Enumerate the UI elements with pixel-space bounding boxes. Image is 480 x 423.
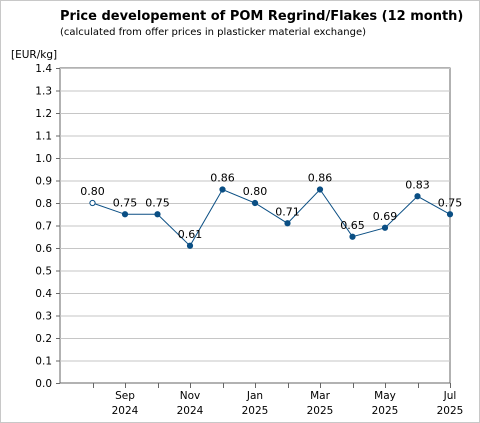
data-label: 0.75 [438,196,463,209]
data-point [284,220,291,227]
data-label: 0.80 [243,185,268,198]
data-label: 0.71 [275,205,300,218]
data-point [446,211,454,218]
data-point [121,211,129,218]
y-tick-label: 0.0 [35,378,52,390]
x-tick-label-year: 2024 [177,405,204,417]
x-tick-label-month: May [374,390,396,402]
data-point [349,233,356,240]
data-point [251,199,259,207]
data-point [316,186,324,193]
x-tick-label-year: 2025 [307,405,334,417]
y-tick-label: 1.1 [35,131,52,143]
data-label: 0.61 [178,228,203,241]
y-tick-label: 0.6 [35,243,52,255]
chart-subtitle: (calculated from offer prices in plastic… [60,27,366,38]
x-tick-label-month: Mar [310,390,330,402]
data-label: 0.86 [210,172,235,185]
data-point [89,199,96,207]
data-point [219,186,226,193]
x-tick-label-year: 2025 [242,405,269,417]
y-tick-label: 0.2 [35,333,52,345]
data-label: 0.86 [308,172,333,185]
data-label: 0.65 [340,219,365,232]
data-label: 0.75 [145,196,170,209]
y-tick-label: 0.5 [35,266,52,278]
data-label: 0.83 [405,178,430,191]
y-tick-label: 0.4 [35,288,52,300]
x-tick-label-year: 2025 [437,405,464,417]
data-point [414,193,421,200]
y-tick-label: 1.0 [35,153,52,165]
y-tick-label: 0.7 [35,221,52,233]
chart-title: Price developement of POM Regrind/Flakes… [60,9,464,24]
series-line [92,188,451,247]
x-tick-label-year: 2025 [372,405,399,417]
x-tick-label-year: 2024 [112,405,139,417]
data-label: 0.69 [373,210,398,223]
x-tick-label-month: Sep [115,390,135,402]
y-tick-label: 0.9 [35,176,52,188]
x-tick-label-month: Jul [443,390,457,402]
data-point [381,224,389,231]
x-tick-label-month: Jan [246,390,263,402]
y-tick-label: 0.8 [35,198,52,210]
data-point [154,211,161,218]
y-tick-label: 0.3 [35,311,52,323]
y-tick-label: 1.4 [35,63,52,75]
y-axis-unit-label: [EUR/kg] [11,49,58,61]
y-tick-label: 0.1 [35,356,52,368]
data-label: 0.75 [113,196,138,209]
x-tick-label-month: Nov [180,390,201,402]
data-label: 0.80 [80,185,105,198]
data-point [186,242,194,249]
y-tick-label: 1.3 [35,86,52,98]
y-tick-label: 1.2 [35,108,52,120]
